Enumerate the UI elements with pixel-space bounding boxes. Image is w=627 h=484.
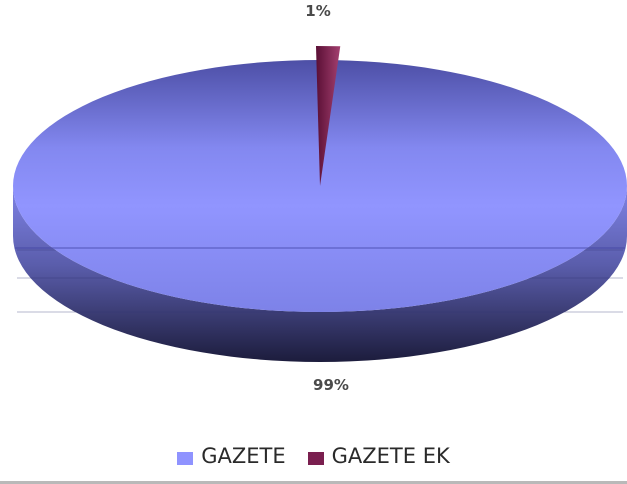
data-label-gazete: 99% — [313, 376, 349, 394]
pie-side — [13, 186, 627, 362]
bottom-divider — [0, 481, 627, 484]
legend-label-gazete: GAZETE — [201, 444, 286, 468]
legend-label-gazete-ek: GAZETE EK — [331, 444, 450, 468]
slice-gazete-ek — [316, 46, 341, 186]
data-label-gazete-ek: 1% — [305, 2, 330, 20]
legend-item-gazete: GAZETE — [177, 444, 286, 468]
legend: GAZETE GAZETE EK — [0, 444, 627, 468]
legend-item-gazete-ek: GAZETE EK — [307, 444, 450, 468]
legend-swatch-gazete — [177, 451, 194, 465]
legend-swatch-gazete-ek — [307, 451, 324, 465]
